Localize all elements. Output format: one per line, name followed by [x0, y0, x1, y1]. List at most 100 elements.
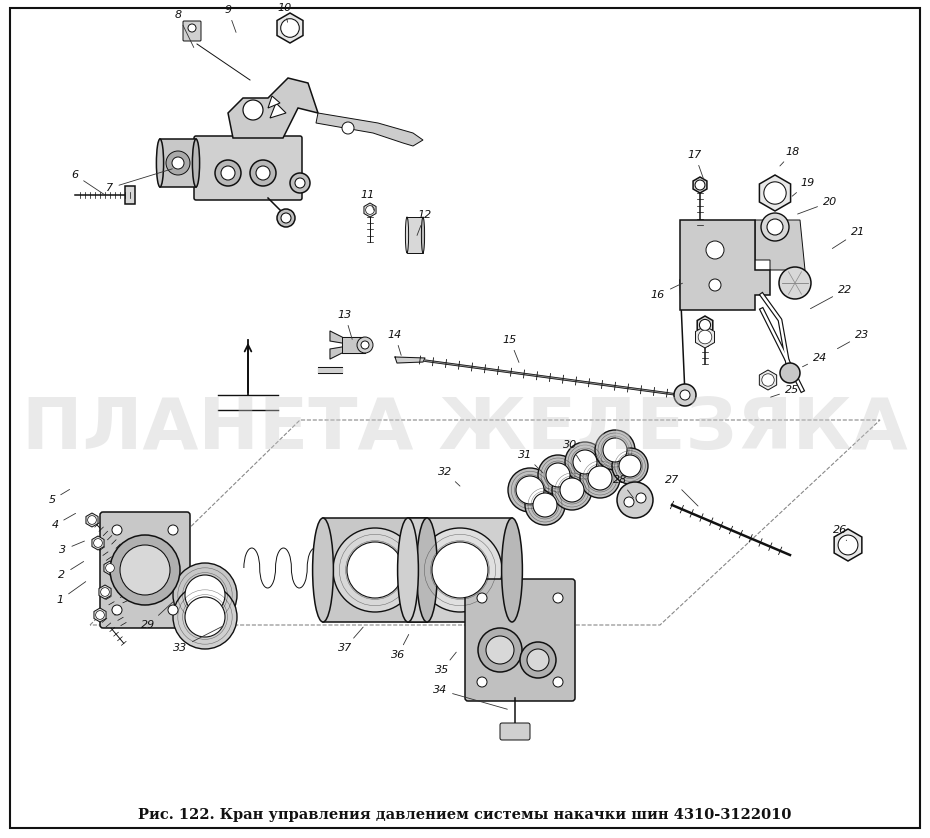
Circle shape — [277, 209, 295, 227]
Circle shape — [762, 374, 774, 386]
Ellipse shape — [501, 518, 523, 622]
Circle shape — [695, 180, 705, 190]
Text: 6: 6 — [72, 170, 106, 195]
Circle shape — [538, 455, 578, 495]
Polygon shape — [277, 13, 303, 43]
Polygon shape — [760, 175, 790, 211]
Bar — [408, 518, 512, 622]
Circle shape — [173, 585, 237, 649]
Circle shape — [166, 151, 190, 175]
Circle shape — [565, 442, 605, 482]
Circle shape — [698, 330, 711, 344]
Circle shape — [588, 466, 612, 490]
Circle shape — [333, 528, 417, 612]
Circle shape — [573, 450, 597, 474]
Text: 3: 3 — [60, 541, 85, 555]
Text: 18: 18 — [780, 147, 800, 166]
Text: 24: 24 — [803, 353, 827, 367]
Circle shape — [281, 213, 291, 223]
Circle shape — [709, 279, 721, 291]
Circle shape — [767, 219, 783, 235]
Polygon shape — [693, 177, 707, 193]
Circle shape — [168, 525, 178, 535]
Text: 28: 28 — [613, 475, 633, 498]
Circle shape — [342, 122, 354, 134]
Polygon shape — [680, 220, 770, 310]
Text: 34: 34 — [432, 685, 508, 709]
Circle shape — [357, 337, 373, 353]
Polygon shape — [342, 337, 365, 353]
Circle shape — [281, 18, 299, 38]
Polygon shape — [364, 203, 376, 217]
Polygon shape — [834, 529, 862, 561]
Text: 13: 13 — [338, 310, 352, 339]
Circle shape — [525, 485, 565, 525]
Circle shape — [553, 677, 563, 687]
Polygon shape — [125, 186, 136, 204]
Circle shape — [516, 476, 544, 504]
FancyBboxPatch shape — [465, 579, 575, 701]
Circle shape — [546, 463, 570, 487]
Text: 35: 35 — [435, 652, 457, 675]
Text: 2: 2 — [59, 561, 84, 580]
Text: 32: 32 — [438, 467, 460, 486]
Circle shape — [680, 390, 690, 400]
Circle shape — [699, 319, 711, 330]
Circle shape — [418, 528, 502, 612]
Circle shape — [290, 173, 310, 193]
Polygon shape — [759, 370, 777, 390]
Polygon shape — [696, 326, 714, 348]
Circle shape — [674, 384, 696, 406]
Polygon shape — [104, 561, 116, 575]
Polygon shape — [99, 585, 111, 599]
Bar — [323, 518, 427, 622]
Ellipse shape — [421, 217, 425, 253]
Circle shape — [365, 205, 375, 215]
Polygon shape — [330, 347, 342, 359]
Circle shape — [110, 535, 180, 605]
Text: 1: 1 — [57, 582, 86, 605]
FancyBboxPatch shape — [183, 21, 201, 41]
Ellipse shape — [193, 139, 200, 187]
Polygon shape — [270, 103, 286, 118]
Polygon shape — [316, 113, 423, 146]
Polygon shape — [268, 96, 280, 108]
Text: 15: 15 — [503, 335, 519, 362]
Text: 36: 36 — [391, 634, 408, 660]
Text: 14: 14 — [388, 330, 402, 355]
Text: Рис. 122. Кран управления давлением системы накачки шин 4310-3122010: Рис. 122. Кран управления давлением сист… — [139, 808, 791, 822]
Text: 12: 12 — [417, 210, 432, 235]
Text: 8: 8 — [175, 10, 193, 48]
Text: 20: 20 — [798, 197, 837, 214]
Circle shape — [172, 157, 184, 169]
Ellipse shape — [312, 518, 333, 622]
Circle shape — [706, 241, 724, 259]
Circle shape — [527, 649, 549, 671]
Circle shape — [553, 593, 563, 603]
Ellipse shape — [156, 139, 164, 187]
Text: 23: 23 — [837, 330, 870, 349]
Text: 17: 17 — [688, 150, 704, 180]
Circle shape — [477, 677, 487, 687]
Text: 16: 16 — [651, 283, 683, 300]
Circle shape — [185, 597, 225, 637]
Circle shape — [168, 605, 178, 615]
Polygon shape — [86, 513, 98, 527]
Polygon shape — [755, 220, 805, 270]
Text: 7: 7 — [106, 168, 172, 193]
Circle shape — [612, 448, 648, 484]
Circle shape — [256, 166, 270, 180]
Circle shape — [478, 628, 522, 672]
Text: 21: 21 — [832, 227, 865, 249]
Circle shape — [173, 563, 237, 627]
Text: 4: 4 — [51, 514, 75, 530]
Circle shape — [603, 438, 627, 462]
Polygon shape — [92, 536, 104, 550]
Text: 25: 25 — [771, 385, 799, 397]
Circle shape — [432, 542, 488, 598]
Text: 5: 5 — [48, 489, 70, 505]
Text: 37: 37 — [338, 627, 364, 653]
Circle shape — [761, 213, 789, 241]
Circle shape — [295, 178, 305, 188]
Bar — [160, 139, 196, 187]
